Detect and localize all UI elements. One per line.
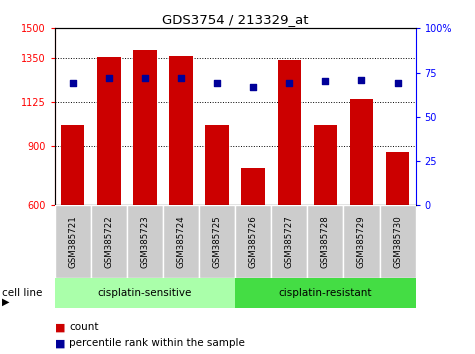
Point (394, 80, 401, 86)
Bar (380, 205, 416, 278)
Text: ■: ■ (55, 338, 65, 348)
Text: GSM385724: GSM385724 (177, 215, 185, 268)
Point (69, 80, 76, 86)
Bar (199, 205, 235, 278)
Point (285, 80, 293, 86)
Bar (133, 50, 157, 323)
Bar (343, 205, 380, 278)
Point (105, 75, 113, 81)
Text: cisplatin-resistant: cisplatin-resistant (279, 288, 372, 298)
Bar (386, 152, 409, 323)
Point (213, 80, 221, 86)
Bar (163, 205, 199, 278)
Text: percentile rank within the sample: percentile rank within the sample (69, 338, 245, 348)
Point (249, 84, 257, 90)
Bar (314, 125, 337, 323)
Text: GSM385725: GSM385725 (213, 215, 221, 268)
Text: cell line: cell line (2, 288, 43, 298)
Text: GSM385721: GSM385721 (68, 215, 77, 268)
Text: GSM385723: GSM385723 (141, 215, 149, 268)
Bar (127, 205, 163, 278)
Text: GSM385728: GSM385728 (321, 215, 330, 268)
Bar (97, 57, 121, 323)
Bar (61, 125, 85, 323)
Bar (271, 205, 307, 278)
Text: ■: ■ (55, 322, 65, 332)
Point (322, 79, 329, 84)
Bar (241, 168, 265, 323)
Bar (350, 99, 373, 323)
Text: GSM385722: GSM385722 (104, 215, 113, 268)
Text: GSM385726: GSM385726 (249, 215, 257, 268)
Bar (235, 278, 416, 308)
Text: GSM385729: GSM385729 (357, 215, 366, 268)
Point (177, 75, 185, 81)
Text: GSM385727: GSM385727 (285, 215, 294, 268)
Title: GDS3754 / 213329_at: GDS3754 / 213329_at (162, 13, 308, 26)
Bar (307, 205, 343, 278)
Text: ▶: ▶ (2, 297, 10, 307)
Bar (169, 56, 193, 323)
Text: GSM385730: GSM385730 (393, 215, 402, 268)
Bar (235, 205, 271, 278)
Text: count: count (69, 322, 98, 332)
Bar (91, 205, 127, 278)
Text: cisplatin-sensitive: cisplatin-sensitive (98, 288, 192, 298)
Point (358, 77, 365, 82)
Point (141, 75, 149, 81)
Bar (205, 125, 229, 323)
Bar (277, 60, 301, 323)
Bar (55, 278, 235, 308)
Bar (55, 205, 91, 278)
